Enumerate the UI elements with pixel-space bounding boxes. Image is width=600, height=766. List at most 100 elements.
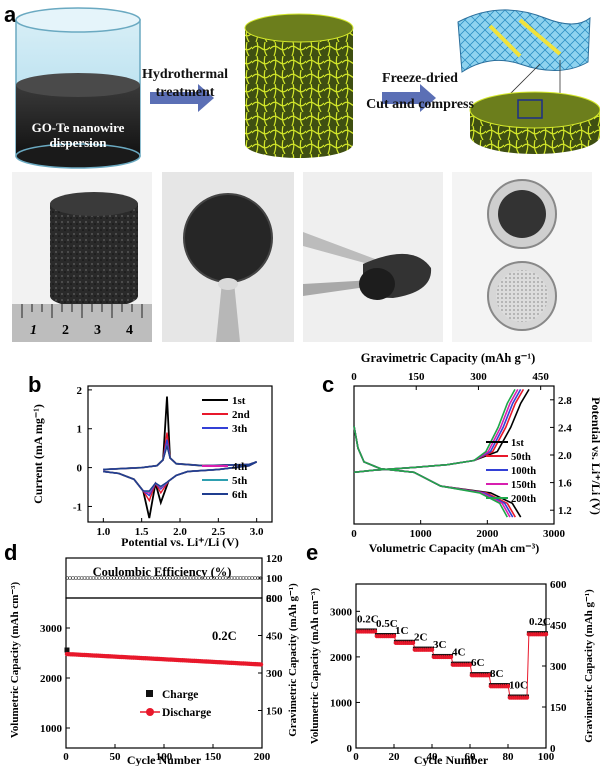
chart-d-ce-point: [76, 576, 81, 580]
chart-c-xlabel: Volumetric Capacity (mAh cm⁻³): [369, 541, 539, 555]
chart-e-rate-label: 8C: [490, 668, 504, 680]
arrow-right-icon: [150, 84, 214, 112]
chart-d-ce-point: [68, 576, 72, 580]
chart-b-xtick-label: 2.0: [173, 526, 187, 538]
chart-d-right-tick-label: 300: [266, 668, 283, 680]
chart-d-rate-label: 0.2C: [212, 629, 237, 643]
chart-d-ylabel: Volumetric Capacity (mAh cm⁻³): [9, 582, 21, 739]
chart-d-xtick-label: 50: [110, 751, 122, 763]
chart-e-discharge-point: [505, 683, 511, 689]
panel-letter-e: e: [306, 540, 319, 565]
chart-d-ce-tick-label: 100: [266, 573, 283, 585]
chart-d-ce-tick-label: 80: [266, 593, 278, 605]
photo-aerogel-cylinder: 1 2 3 4: [12, 172, 152, 342]
chart-d-right-tick-label: 600: [266, 593, 283, 605]
chart-d-ce-point: [244, 576, 249, 580]
chart-c-series-line-150th-discharge: [353, 425, 511, 518]
chart-c-ytick-label: 2.4: [558, 422, 572, 434]
chart-e-xtick-label: 60: [465, 751, 477, 763]
chart-e-right-tick-label: 0: [550, 743, 556, 755]
chart-e-xtick-label: 80: [503, 751, 515, 763]
photo-coin-cell: [452, 172, 592, 342]
chart-c-series-line-1st-discharge: [353, 425, 522, 518]
chart-b-legend-label: 2nd: [232, 409, 250, 421]
chart-d-ce-point: [235, 576, 240, 580]
chart-e-rate-label: 3C: [433, 639, 447, 651]
chart-d-right-tick-label: 150: [266, 706, 283, 718]
chart-b-ytick-label: 2: [77, 385, 83, 397]
chart-e-discharge-point: [524, 695, 530, 700]
chart-d-ce-point: [85, 576, 90, 580]
chart-c-legend-label: 100th: [511, 466, 536, 477]
photo-coin-cell-art: [487, 179, 557, 331]
chart-e-discharge-point: [372, 629, 378, 634]
chart-b-xlabel: Potential vs. Li⁺/Li (V): [121, 535, 239, 549]
chart-e-discharge-point: [486, 673, 492, 678]
chart-d-ce-point: [71, 576, 75, 580]
chart-d-ylabel-right: Gravimetric Capacity (mAh g⁻¹): [287, 583, 299, 737]
chart-c-xtick-label: 0: [351, 528, 357, 540]
chart-e-rate-label: 0.2C: [357, 613, 379, 625]
aerogel-disk: [469, 91, 600, 154]
chart-c-legend-label: 50th: [511, 452, 531, 463]
chart-b-ytick-label: 0: [77, 463, 83, 475]
chart-c-legend-label: 150th: [511, 480, 536, 491]
ruler-label-1: 1: [30, 323, 37, 338]
chart-d-ce-point: [238, 576, 243, 580]
chart-d-capacity-frame: [65, 597, 263, 749]
photo-disk-on-tweezers: [162, 172, 294, 342]
chart-e-right-tick-label: 150: [550, 702, 567, 714]
chart-e-plot-frame: [355, 583, 547, 749]
freeze-dried-label-line-1: Freeze-dried: [382, 71, 458, 86]
chart-e-discharge-point: [448, 654, 454, 660]
chart-c-legend-label: 1st: [511, 438, 524, 449]
chart-b-legend-label: 4th: [232, 461, 247, 473]
panel-letter-c: c: [322, 372, 335, 397]
chart-d-ce-point: [232, 576, 237, 580]
chart-d-ytick-label: 3000: [40, 623, 63, 635]
chart-d-discharge-point: [258, 662, 264, 667]
chart-e-ytick-label: 1000: [330, 697, 353, 709]
chart-b-xtick-label: 1.5: [135, 526, 149, 538]
chart-c-top-tick-label: 300: [470, 371, 487, 383]
chart-e-xlabel: Cycle Number: [414, 753, 489, 766]
hydrothermal-label-line-2: treatment: [155, 85, 215, 100]
chart-b-xtick-label: 3.0: [250, 526, 264, 538]
chart-d-xtick-label: 150: [205, 751, 222, 763]
beaker-label-line-1: GO-Te nanowire: [31, 120, 125, 135]
hydrogel-cylinder: [244, 13, 354, 158]
chart-e-xtick-label: 100: [538, 751, 555, 763]
chart-d-ce-point: [250, 576, 254, 580]
chart-e-xtick-label: 20: [389, 751, 401, 763]
chart-c-xtick-label: 3000: [543, 528, 566, 540]
chart-e-xtick-label: 40: [427, 751, 439, 763]
beaker: [15, 7, 141, 169]
chart-e-rate-label: 0.5C: [376, 618, 398, 630]
chart-c-top-tick-label: 0: [351, 371, 357, 383]
chart-d-ce-point: [247, 576, 252, 580]
chart-e-ylabel: Volumetric Capacity (mAh cm⁻³): [309, 588, 321, 745]
chart-c-ylabel: Potential vs. Li⁺/Li (V): [589, 397, 600, 515]
chart-d-legend-label: Discharge: [162, 707, 211, 719]
chart-c-top-tick-label: 150: [408, 371, 425, 383]
chart-e-xtick-label: 0: [353, 751, 359, 763]
panel-letter-b: b: [28, 372, 42, 397]
chart-c-title: Gravimetric Capacity (mAh g⁻¹): [361, 351, 536, 365]
hydrothermal-label-line-1: Hydrothermal: [142, 67, 229, 82]
chart-e-discharge-point: [391, 633, 397, 639]
chart-c-xtick-label: 2000: [476, 528, 499, 540]
chart-c-legend-label: 200th: [511, 494, 536, 505]
chart-e-discharge-point: [410, 640, 416, 646]
chart-e-ytick-label: 3000: [330, 606, 353, 618]
chart-c-ytick-label: 1.6: [558, 478, 572, 490]
photo-disk-on-tweezers-art: [183, 193, 273, 342]
chart-c-ytick-label: 2.8: [558, 395, 572, 407]
graphene-sheet-icon: [457, 9, 591, 105]
chart-b-legend-label: 5th: [232, 475, 247, 487]
beaker-label-line-2: dispersion: [49, 135, 107, 150]
chart-d-xtick-label: 0: [63, 751, 69, 763]
chart-b-legend-label: 6th: [232, 489, 247, 501]
chart-c-series-line-1st-charge: [353, 388, 530, 474]
chart-d-ce-title: Coulombic Efficiency (%): [93, 565, 232, 579]
